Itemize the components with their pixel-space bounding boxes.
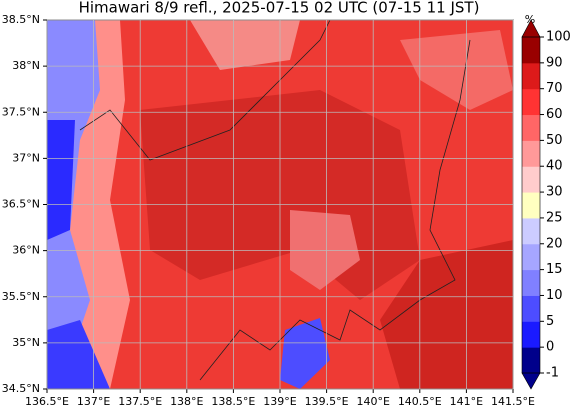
colorbar-segment (522, 166, 540, 193)
colorbar-segment (522, 114, 540, 141)
colorbar-segment (522, 295, 540, 322)
map-title: Himawari 8/9 refl., 2025-07-15 02 UTC (0… (79, 0, 480, 17)
y-tick-label: 37.5°N (2, 105, 40, 118)
colorbar-frame (521, 36, 541, 374)
colorbar-segment (522, 37, 540, 64)
colorbar-label: 5 (546, 314, 554, 329)
colorbar-label: 40 (546, 159, 563, 174)
colorbar-extend-bottom (521, 372, 541, 390)
y-tick-label: 34.5°N (2, 382, 40, 395)
colorbar-label: -1 (546, 366, 559, 381)
colorbar-label: 0 (546, 340, 554, 355)
y-tick-label: 38°N (12, 59, 40, 72)
colorbar-segment (522, 140, 540, 167)
x-tick-label: 138.5°E (211, 395, 255, 408)
colorbar-label: 50 (546, 133, 563, 148)
colorbar-unit: % (525, 13, 535, 26)
colorbar-label: 30 (546, 185, 563, 200)
colorbar-label: 20 (546, 236, 563, 251)
colorbar-label: 90 (546, 55, 563, 70)
x-tick-label: 141.5°E (491, 395, 535, 408)
y-tick-label: 37°N (12, 151, 40, 164)
x-tick-label: 140.5°E (398, 395, 442, 408)
colorbar-label: 60 (546, 107, 563, 122)
colorbar-segment (522, 243, 540, 271)
y-tick-label: 35.5°N (2, 290, 40, 303)
colorbar-segment (522, 88, 540, 116)
x-tick-label: 140°E (356, 395, 389, 408)
colorbar-segment (522, 192, 540, 219)
y-tick-label: 35°N (12, 336, 40, 349)
y-tick-label: 36.5°N (2, 198, 40, 211)
colorbar-segment (522, 62, 540, 90)
x-tick-label: 139°E (263, 395, 296, 408)
colorbar-segment (522, 217, 540, 245)
colorbar-segment (522, 347, 540, 374)
colorbar-label: 70 (546, 81, 563, 96)
y-tick-label: 36°N (12, 244, 40, 257)
colorbar-label: 100 (546, 30, 571, 45)
x-tick-label: 141°E (450, 395, 483, 408)
colorbar-label: 15 (546, 262, 563, 277)
colorbar-segment (522, 321, 540, 348)
colorbar-label: 10 (546, 288, 563, 303)
x-tick-label: 137.5°E (118, 395, 162, 408)
x-tick-label: 139.5°E (305, 395, 349, 408)
x-tick-label: 136.5°E (25, 395, 69, 408)
colorbar-label: 25 (546, 210, 563, 225)
y-tick-label: 38.5°N (2, 13, 40, 26)
x-tick-label: 138°E (170, 395, 203, 408)
colorbar-segment (522, 269, 540, 296)
x-tick-label: 137°E (77, 395, 110, 408)
